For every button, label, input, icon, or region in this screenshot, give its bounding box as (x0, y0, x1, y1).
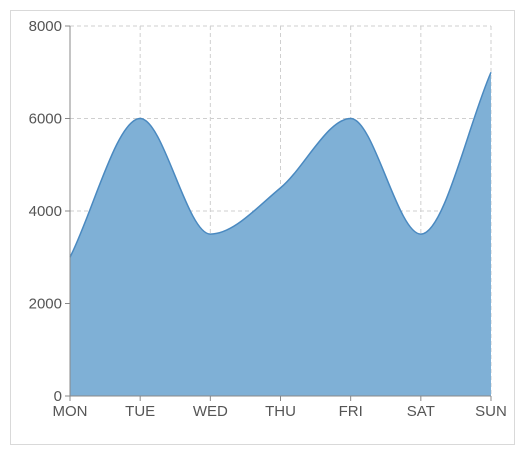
x-tick-label-thu: THU (265, 403, 296, 420)
series-line (69, 71, 492, 258)
x-tick-label-sun: SUN (475, 403, 507, 420)
x-tick-label-sat: SAT (407, 403, 435, 420)
x-tick-label-fri: FRI (339, 403, 363, 420)
area-fill (70, 72, 491, 396)
y-tick-label-4000: 4000 (29, 203, 62, 220)
y-tick-label-6000: 6000 (29, 111, 62, 128)
area-layer (69, 71, 492, 396)
tick-labels: 0 2000 4000 6000 8000 MON TUE WED THU FRI SAT SUN (29, 18, 507, 420)
axes (65, 25, 492, 401)
y-tick-label-0: 0 (54, 388, 62, 405)
x-tick-label-wed: WED (193, 403, 228, 420)
x-tick-label-mon: MON (53, 403, 88, 420)
y-tick-label-8000: 8000 (29, 18, 62, 35)
y-tick-label-2000: 2000 (29, 296, 62, 313)
x-tick-label-tue: TUE (125, 403, 155, 420)
